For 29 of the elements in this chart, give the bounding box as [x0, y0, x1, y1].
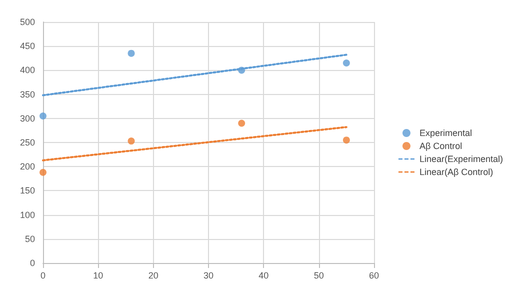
legend-label: Experimental: [419, 128, 472, 138]
y-tick-label: 500: [20, 17, 35, 27]
x-tick-label: 50: [314, 270, 324, 280]
y-tick-label: 450: [20, 41, 35, 52]
y-tick-label: 150: [20, 186, 35, 196]
x-tick-label: 0: [40, 270, 46, 280]
point: [40, 112, 46, 120]
point: [40, 168, 46, 176]
x-tick-label: 40: [258, 270, 269, 280]
x-tick-label: 30: [203, 270, 214, 280]
y-tick-label: 400: [20, 65, 35, 76]
x-tick-label: 60: [368, 270, 380, 280]
point: [342, 136, 350, 144]
point: [238, 120, 246, 127]
y-tick-label: 100: [20, 210, 35, 220]
y-tick-label: 0: [30, 258, 35, 268]
legend-label: Aβ Control: [419, 141, 462, 151]
y-tick-label: 300: [20, 113, 35, 124]
point: [128, 50, 135, 57]
legend-label: Linear(Aβ Control): [419, 167, 494, 177]
legend-label: Linear(Experimental): [419, 154, 504, 164]
x-tick-label: 10: [93, 270, 104, 280]
x-tick-label: 20: [148, 270, 158, 280]
y-tick-label: 250: [20, 138, 35, 148]
point: [342, 59, 350, 66]
y-tick-label: 200: [20, 162, 35, 172]
y-tick-label: 50: [24, 234, 35, 244]
y-tick-label: 350: [20, 89, 35, 100]
point: [128, 138, 135, 145]
